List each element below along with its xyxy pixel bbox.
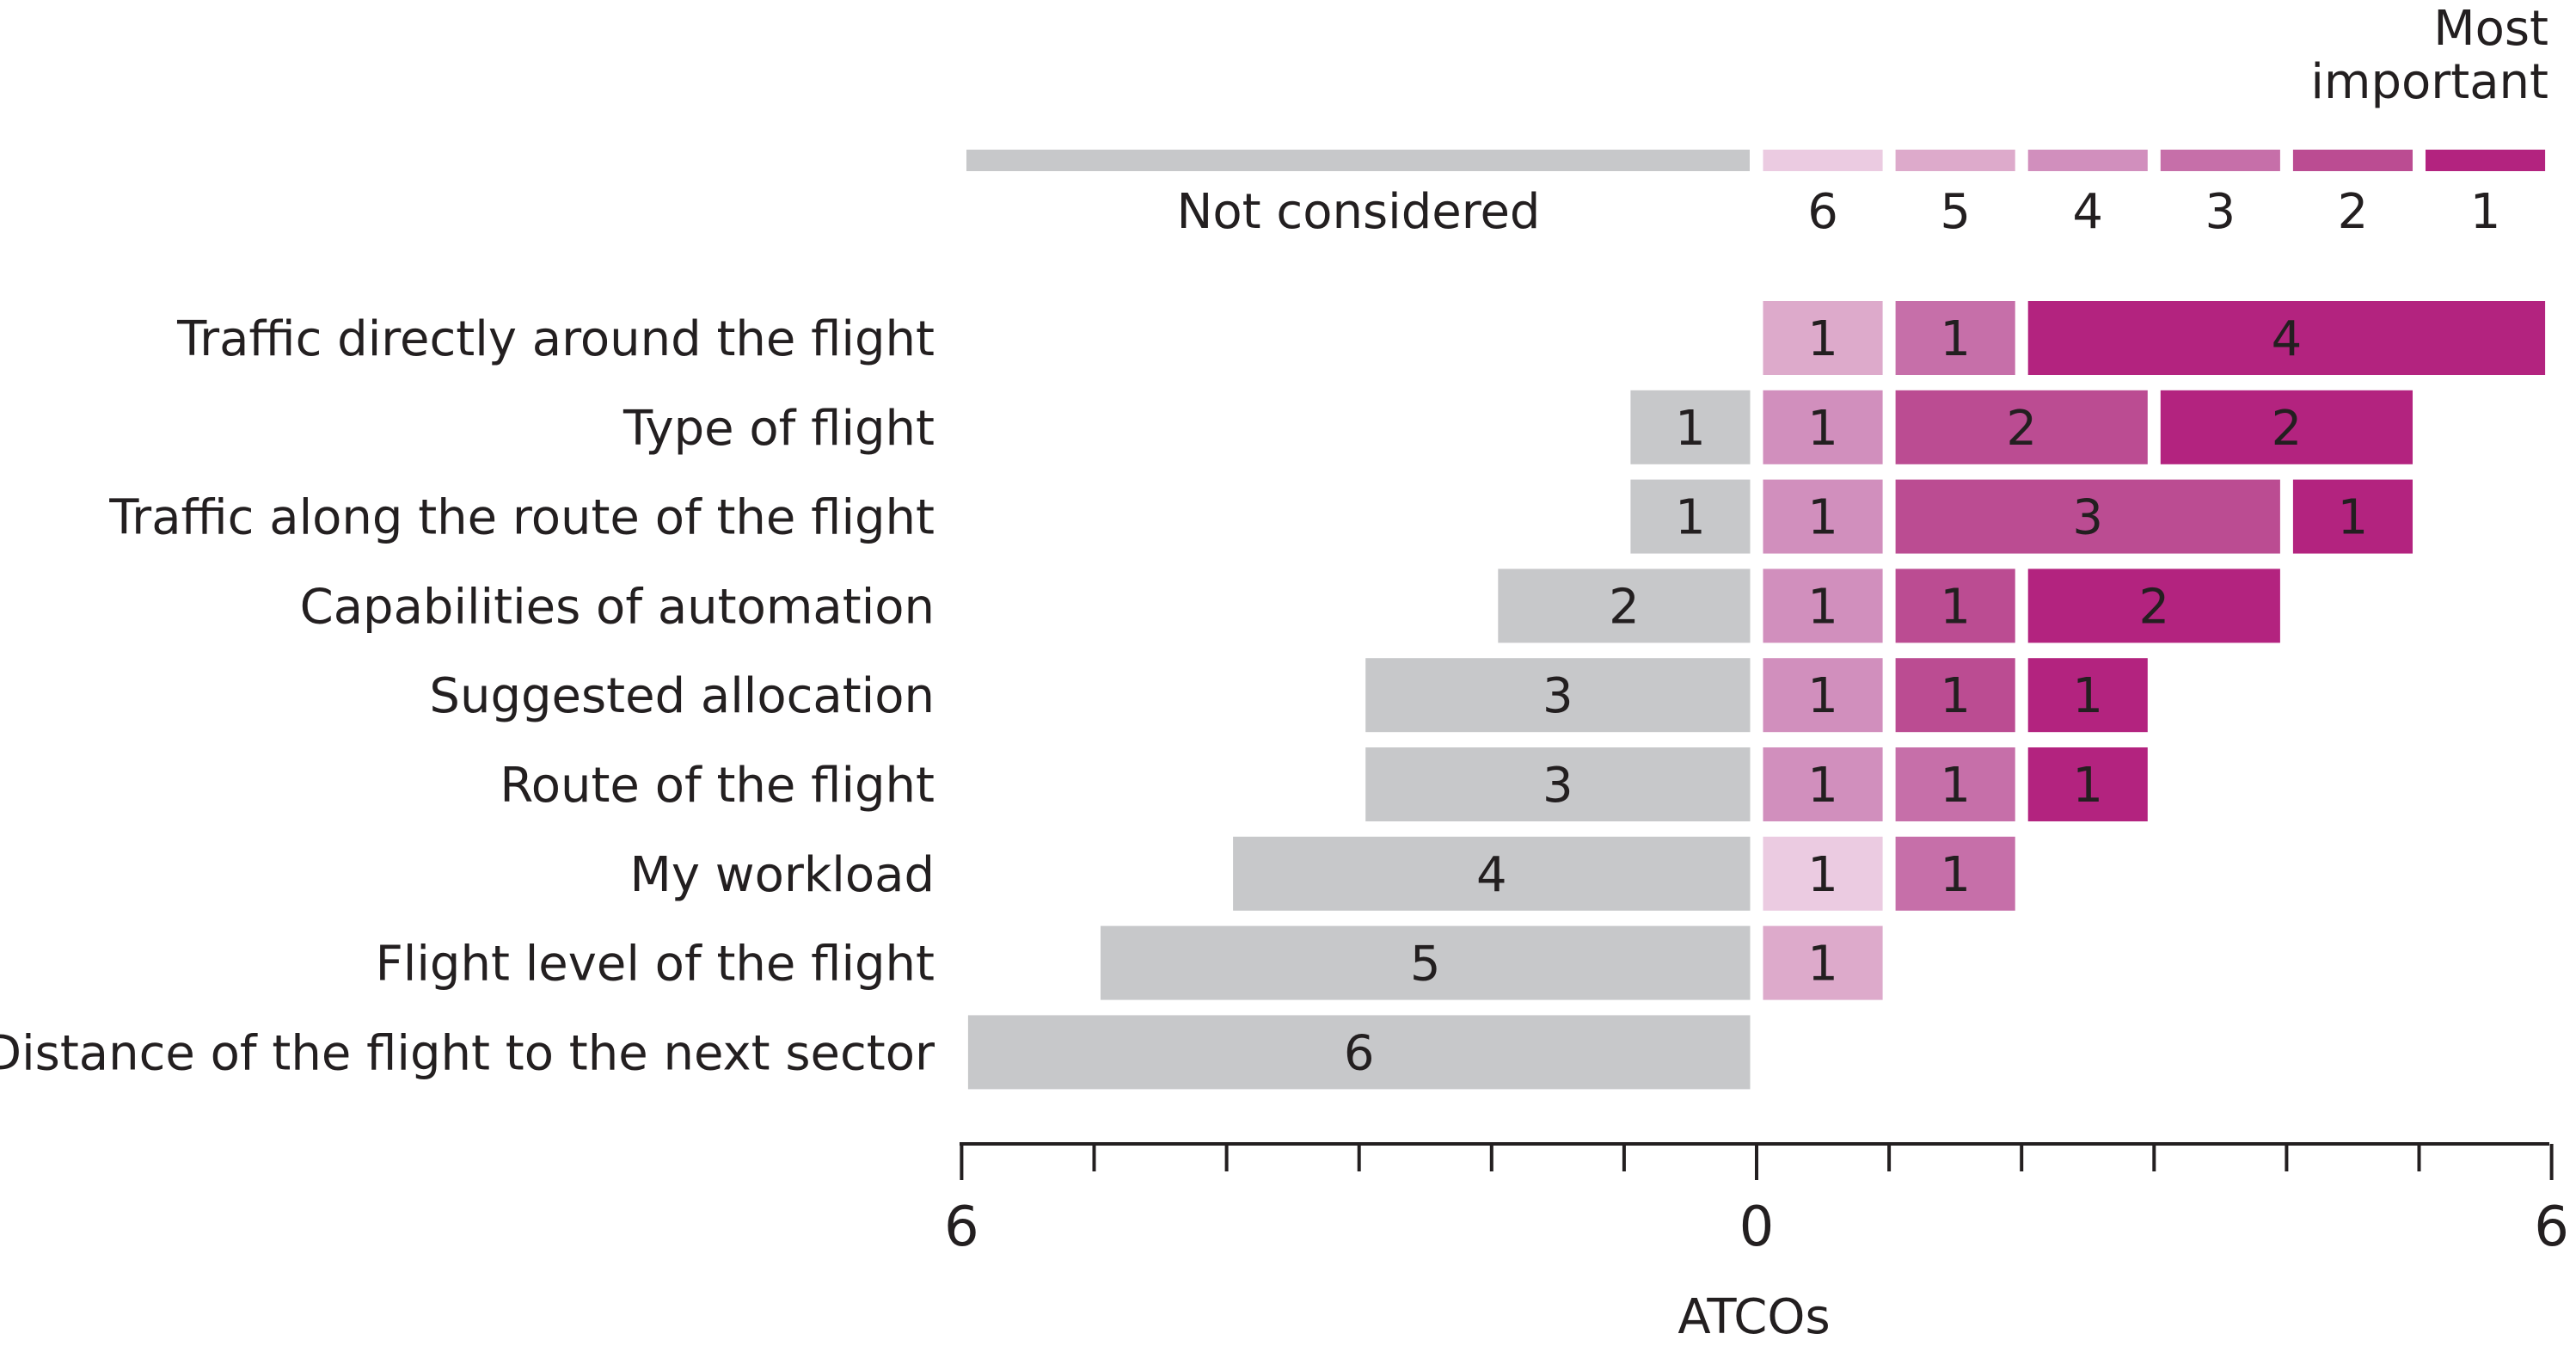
legend-header: Most [2433,1,2548,57]
bar-value-label: 1 [1807,311,1838,367]
x-axis-tick-labels: 6 0 6 [944,1195,2569,1259]
x-axis-title: ATCOs [1677,1289,1830,1345]
bar-not-considered [1233,836,1751,911]
legend-rank-swatch [1763,150,1883,171]
x-axis-tick-label: 6 [944,1195,979,1259]
bar-rank-3 [1895,836,2015,911]
legend-not-considered-label: Not considered [1177,184,1541,240]
legend-rank-label: 1 [2470,184,2501,240]
bar-value-label: 1 [1807,401,1838,457]
legend-rank-label: 6 [1807,184,1838,240]
legend-rank-swatch [2292,150,2413,171]
category-label: Flight level of the flight [376,937,935,993]
category-label: Capabilities of automation [300,579,935,635]
bar-rank-2 [1895,390,2148,464]
bar-rank-4 [1763,747,1883,821]
bar-value-label: 3 [1543,758,1573,814]
bar-value-label: 1 [2072,668,2103,724]
bar-rank-2 [1895,658,2015,733]
bar-value-label: 6 [1344,1025,1375,1081]
bar-rank-1 [2027,569,2280,643]
category-label: Type of flight [623,401,935,457]
legend-rank-label: 5 [1940,184,1971,240]
bar-value-label: 5 [1410,937,1441,993]
bar-rank-2 [1895,569,2015,643]
bar-value-label: 1 [1940,758,1971,814]
bar-rank-1 [2027,747,2148,821]
bar-rank-1 [2160,390,2413,464]
x-axis-ticks [960,1144,2554,1180]
bar-value-label: 4 [2272,311,2303,367]
bar-not-considered [1630,390,1751,464]
bar-value-label: 1 [1940,668,1971,724]
bar-value-label: 1 [1807,579,1838,635]
bar-value-label: 1 [1807,847,1838,903]
bar-value-label: 1 [1675,490,1706,546]
legend-header: important [2310,54,2548,110]
legend-rank-swatch [2027,150,2148,171]
legend-ranks: 6 5 4 3 2 1 [1763,150,2546,240]
legend-rank-label: 4 [2072,184,2103,240]
bar-rank-3 [1895,301,2015,375]
x-axis-tick-label: 6 [2534,1195,2569,1259]
bar-value-label: 3 [2072,490,2103,546]
legend-rank-swatch [2426,150,2546,171]
x-axis-tick-label: 0 [1739,1195,1775,1259]
bar-value-label: 4 [1476,847,1507,903]
category-label: Suggested allocation [429,668,935,724]
bar-rank-6 [1763,836,1883,911]
bars: 1 1 41 1 2 21 1 3 12 1 1 23 1 1 13 1 1 14 1 15 16 [967,301,2546,1090]
legend-not-considered-bar [966,150,1750,171]
bar-value-label: 1 [2072,758,2103,814]
bar-value-label: 1 [1807,758,1838,814]
bar-rank-5 [1763,925,1883,1000]
bar-value-label: 2 [2006,401,2037,457]
category-label: Traffic directly around the flight [176,311,935,367]
legend-rank-label: 3 [2205,184,2236,240]
legend-rank-label: 2 [2338,184,2369,240]
bar-not-considered [1630,479,1751,554]
bar-value-label: 1 [1807,937,1838,993]
bar-value-label: 1 [1807,490,1838,546]
category-label: My workload [630,847,935,903]
bar-value-label: 2 [1609,579,1640,635]
bar-value-label: 1 [1940,311,1971,367]
category-labels: Traffic directly around the flight Type o… [0,311,935,1081]
bar-rank-4 [1763,479,1883,554]
bar-not-considered [1365,747,1751,821]
bar-not-considered [1365,658,1751,733]
bar-value-label: 2 [2272,401,2303,457]
bar-rank-1 [2027,658,2148,733]
legend-rank-swatch [1895,150,2015,171]
bar-not-considered [1498,569,1751,643]
category-label: Traffic along the route of the flight [108,490,935,546]
bar-rank-4 [1763,658,1883,733]
bar-not-considered [967,1015,1751,1090]
category-label: Distance of the flight to the next secto… [0,1025,935,1081]
bar-rank-1 [2027,301,2546,375]
bar-not-considered [1101,925,1751,1000]
bar-value-label: 1 [1940,579,1971,635]
bar-rank-1 [2292,479,2413,554]
bar-rank-3 [1895,747,2015,821]
bar-rank-5 [1763,301,1883,375]
bar-rank-4 [1763,569,1883,643]
x-axis: 6 0 6 ATCOs [944,1142,2569,1345]
bar-value-label: 3 [1543,668,1573,724]
bar-value-label: 1 [1807,668,1838,724]
bar-rank-4 [1763,390,1883,464]
bar-value-label: 2 [2138,579,2169,635]
bar-value-label: 1 [1675,401,1706,457]
legend-rank-swatch [2160,150,2280,171]
bar-rank-2 [1895,479,2280,554]
bar-value-label: 1 [2338,490,2369,546]
bar-value-label: 1 [1940,847,1971,903]
legend: Most important Not considered 6 5 4 3 2 1 [966,1,2548,240]
category-label: Route of the flight [500,758,935,814]
